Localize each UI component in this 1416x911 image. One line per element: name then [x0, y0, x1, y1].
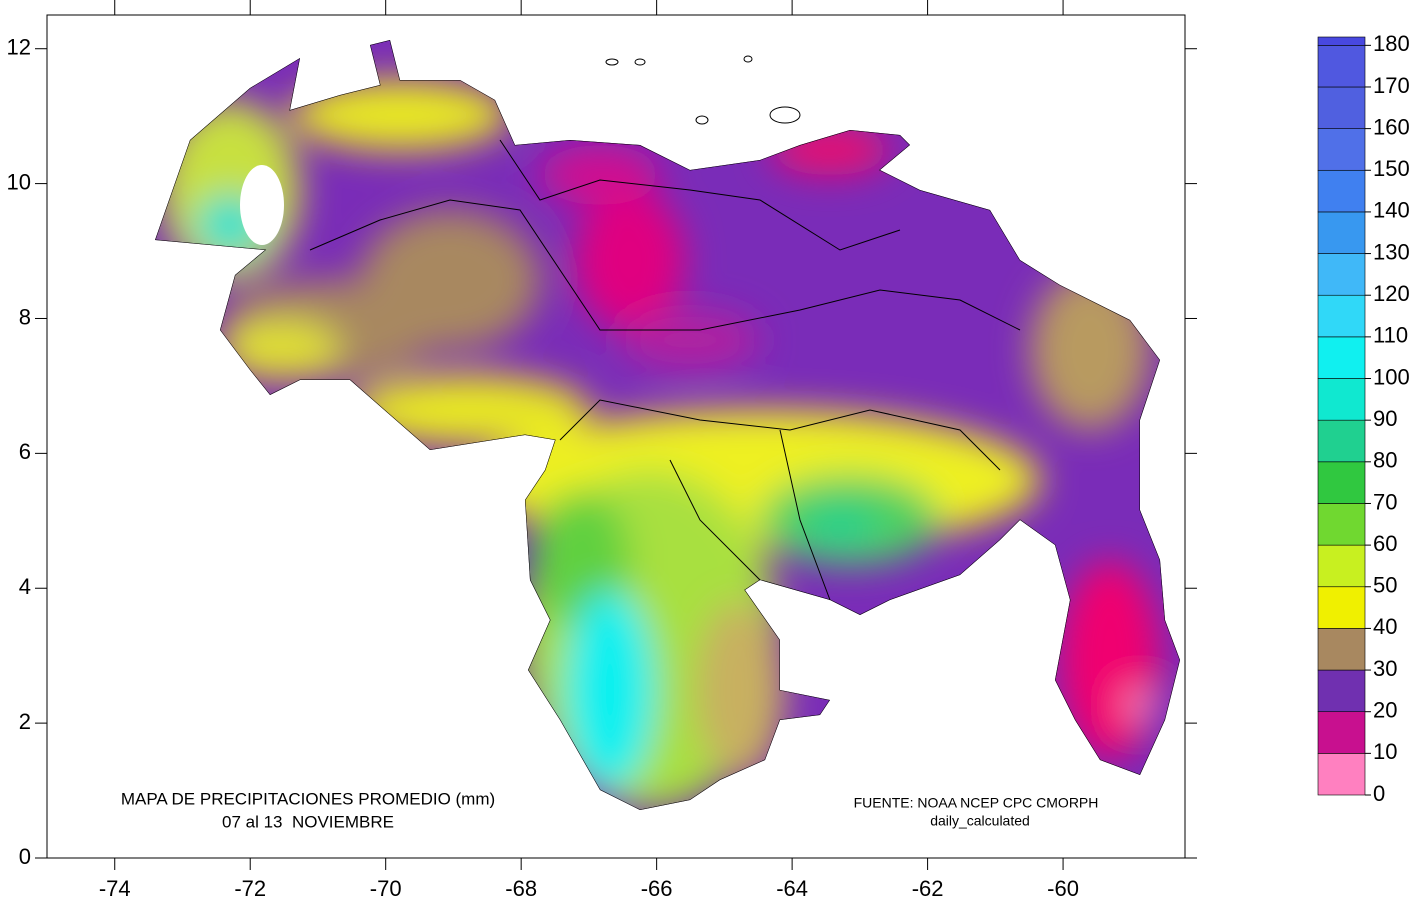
x-tick-label: -72	[234, 876, 266, 901]
colorbar-band	[1317, 419, 1366, 463]
y-tick-label: 12	[7, 35, 31, 60]
colorbar-band	[1317, 461, 1366, 504]
y-tick-label: 10	[7, 169, 31, 194]
colorbar-label: 60	[1373, 531, 1397, 556]
y-tick-label: 2	[19, 709, 31, 734]
colorbar-label: 0	[1373, 781, 1385, 806]
colorbar-band	[1317, 586, 1366, 629]
x-tick-label: -70	[370, 876, 402, 901]
colorbar-label: 70	[1373, 489, 1397, 514]
title-line: MAPA DE PRECIPITACIONES PROMEDIO (mm)	[121, 789, 495, 808]
colorbar-band	[1317, 36, 1366, 46]
colorbar-band	[1317, 544, 1366, 588]
colorbar-label: 170	[1373, 73, 1410, 98]
colorbar-label: 110	[1373, 323, 1408, 348]
colorbar-label: 20	[1373, 698, 1397, 723]
colorbar-band	[1317, 753, 1366, 796]
colorbar-band	[1317, 669, 1366, 713]
colorbar-label: 10	[1373, 739, 1397, 764]
x-tick-label: -66	[641, 876, 673, 901]
y-tick-label: 6	[19, 439, 31, 464]
colorbar-band	[1317, 628, 1366, 671]
source-line: FUENTE: NOAA NCEP CPC CMORPH	[854, 795, 1099, 811]
colorbar-label: 40	[1373, 614, 1397, 639]
colorbar-label: 140	[1373, 198, 1410, 223]
colorbar-band	[1317, 294, 1366, 338]
colorbar-band	[1317, 169, 1366, 213]
y-tick-label: 0	[19, 844, 31, 869]
colorbar-label: 50	[1373, 573, 1397, 598]
colorbar-label: 160	[1373, 114, 1410, 139]
title-line: 07 al 13 NOVIEMBRE	[222, 812, 394, 831]
colorbar-label: 80	[1373, 448, 1397, 473]
colorbar-band	[1317, 45, 1366, 88]
borders	[155, 40, 1180, 810]
x-tick-label: -64	[776, 876, 808, 901]
colorbar-band	[1317, 503, 1366, 546]
colorbar-label: 30	[1373, 656, 1397, 681]
colorbar-band	[1317, 336, 1366, 379]
colorbar-label: 100	[1373, 364, 1410, 389]
source-line: daily_calculated	[930, 813, 1030, 829]
colorbar-label: 180	[1373, 31, 1410, 56]
x-tick-label: -68	[505, 876, 537, 901]
colorbar-band	[1317, 378, 1366, 421]
colorbar-band	[1317, 211, 1366, 254]
colorbar-band	[1317, 711, 1366, 754]
x-tick-label: -74	[99, 876, 131, 901]
x-tick-label: -62	[912, 876, 944, 901]
colorbar-label: 150	[1373, 156, 1410, 181]
y-tick-label: 8	[19, 304, 31, 329]
colorbar-band	[1317, 86, 1366, 129]
colorbar-band	[1317, 128, 1366, 171]
x-tick-label: -60	[1047, 876, 1079, 901]
lake	[240, 165, 284, 245]
y-tick-label: 4	[19, 574, 31, 599]
colorbar-label: 130	[1373, 239, 1410, 264]
colorbar-band	[1317, 253, 1366, 296]
colorbar-label: 120	[1373, 281, 1410, 306]
colorbar-label: 90	[1373, 406, 1397, 431]
islands	[605, 55, 801, 125]
